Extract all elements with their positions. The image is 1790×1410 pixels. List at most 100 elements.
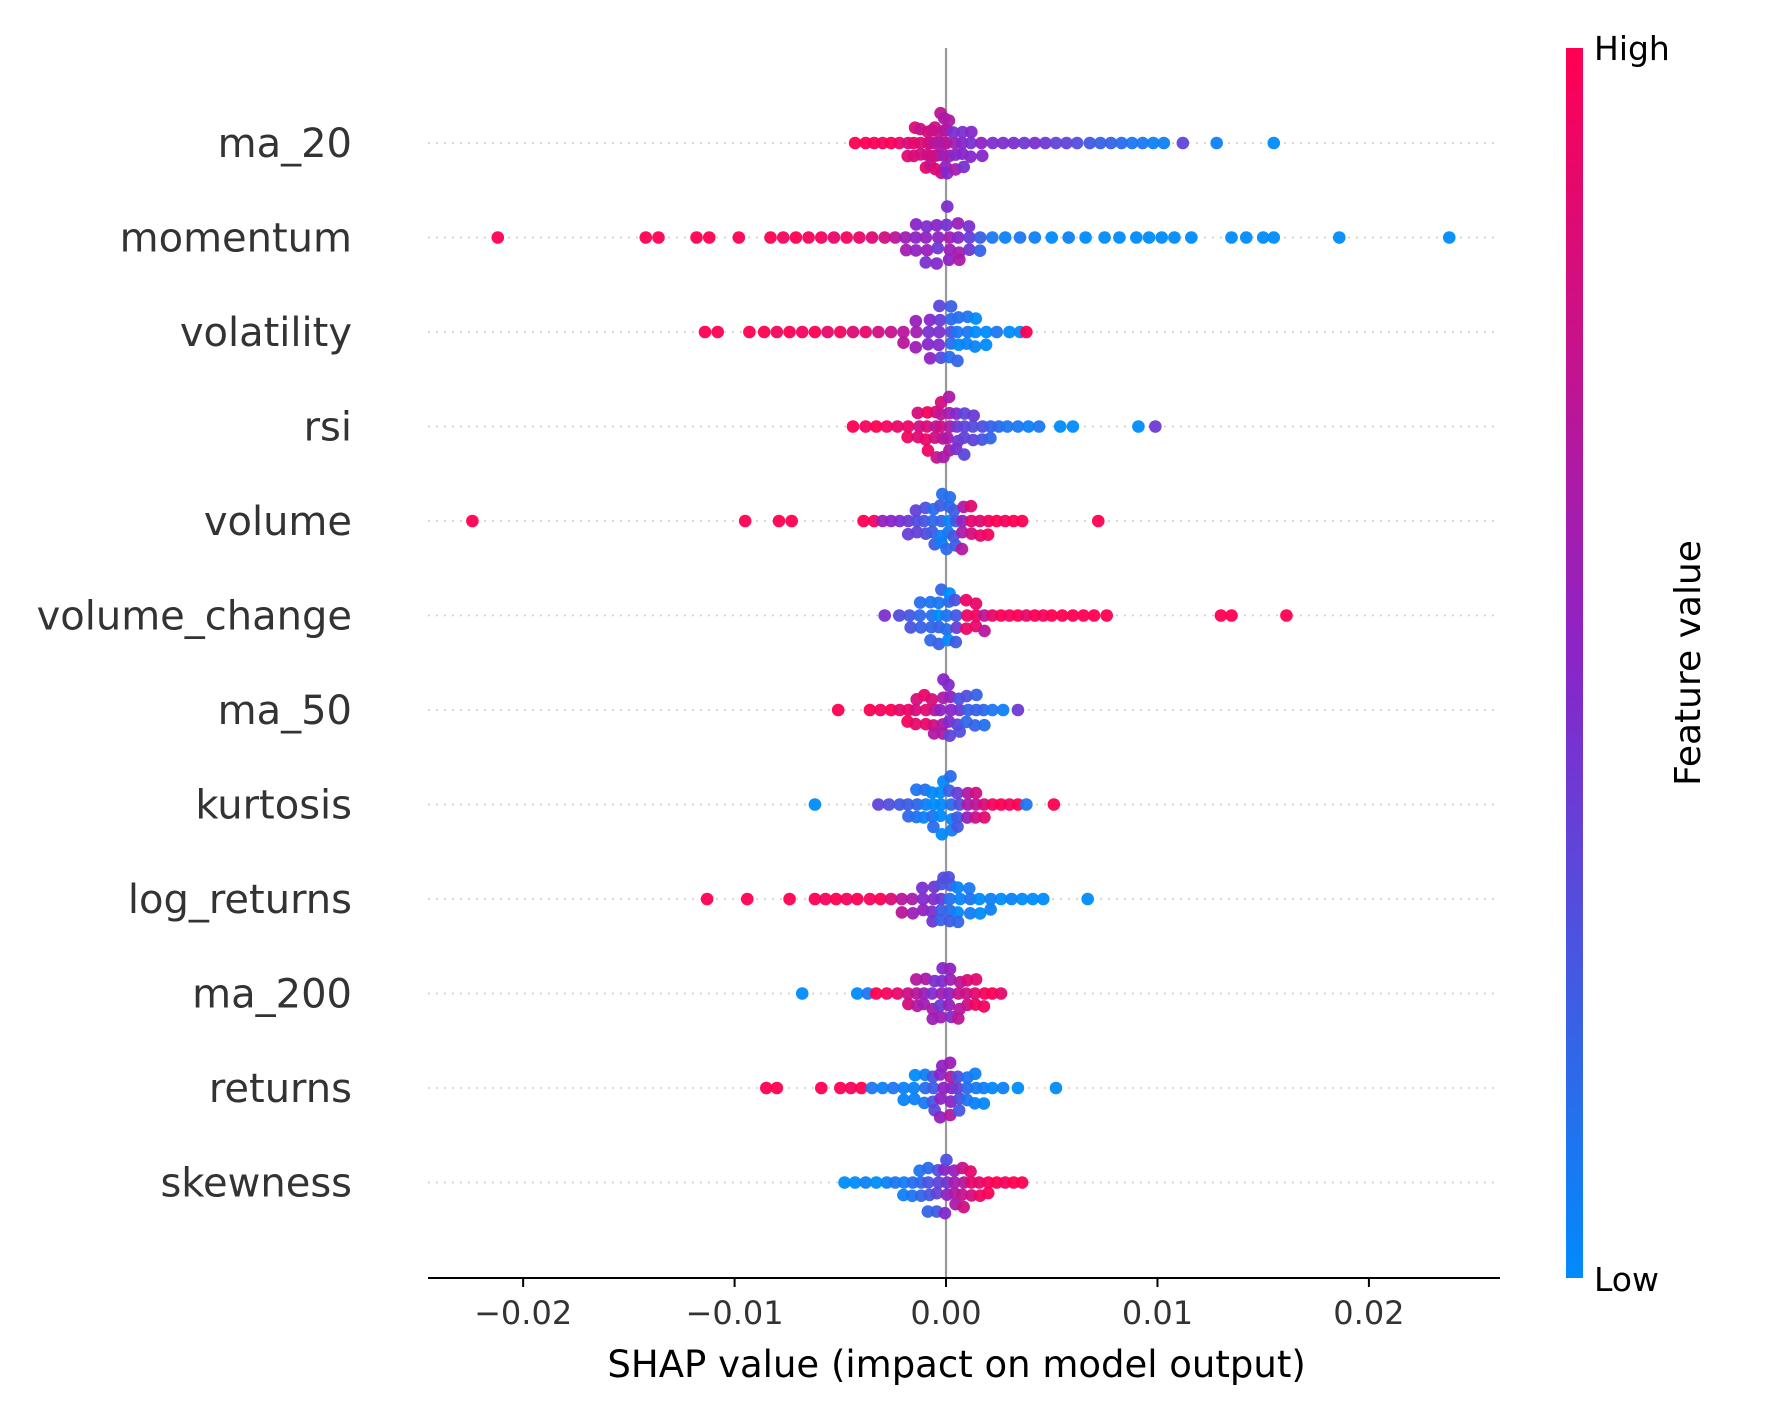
shap-point: [783, 892, 796, 906]
shap-point: [978, 811, 991, 824]
shap-point: [943, 892, 957, 906]
shap-point: [1142, 231, 1156, 244]
shap-point: [814, 1081, 828, 1095]
shap-point: [863, 892, 877, 906]
shap-point: [910, 783, 923, 797]
shap-point: [963, 243, 976, 256]
shap-point: [940, 218, 953, 232]
shap-point: [690, 231, 703, 244]
shap-point: [909, 218, 923, 231]
shap-point: [950, 1081, 964, 1095]
shap-point: [941, 431, 954, 445]
x-tick-label: 0.01: [1122, 1294, 1193, 1332]
shap-point: [944, 300, 958, 313]
shap-point: [909, 504, 923, 517]
shap-point: [895, 906, 909, 919]
shap-point: [933, 313, 947, 327]
shap-point: [1157, 136, 1171, 150]
shap-point: [814, 231, 828, 244]
shap-point: [986, 703, 999, 717]
feature-label: log_returns: [128, 877, 352, 923]
shap-point: [925, 987, 939, 1000]
shap-point: [908, 1092, 921, 1106]
shap-point: [891, 987, 904, 1000]
feature-label: kurtosis: [195, 783, 352, 829]
shap-point: [899, 243, 913, 257]
shap-point: [921, 337, 935, 351]
shap-point: [942, 998, 956, 1012]
shap-point: [1045, 231, 1059, 244]
shap-point: [964, 499, 978, 513]
shap-point: [1005, 892, 1018, 906]
x-axis-title: SHAP value (impact on model output): [607, 1343, 1305, 1386]
x-axis-ticks: −0.02 −0.01 0.00 0.01 0.02: [474, 1278, 1405, 1332]
shap-point: [1015, 892, 1029, 906]
shap-point: [1225, 231, 1238, 244]
shap-point: [942, 678, 955, 692]
series-rsi: [846, 390, 1162, 464]
shap-point: [848, 136, 862, 150]
shap-point: [795, 987, 809, 1000]
shap-point: [969, 325, 982, 339]
shap-point: [934, 420, 947, 433]
shap-point: [975, 136, 988, 150]
feature-label: ma_200: [192, 972, 352, 1018]
shap-point: [846, 325, 860, 339]
shap-point: [927, 820, 940, 834]
shap-point: [840, 892, 853, 906]
shap-point: [857, 514, 870, 528]
shap-point: [955, 1188, 969, 1202]
shap-point: [1036, 892, 1050, 906]
shap-point: [923, 351, 937, 365]
colorbar: High Low Feature value: [1566, 29, 1709, 1299]
shap-point: [776, 231, 790, 244]
shap-point: [855, 1081, 868, 1095]
shap-point: [772, 514, 786, 528]
shap-point: [996, 1081, 1010, 1095]
shap-point: [888, 231, 902, 244]
shap-point: [897, 325, 910, 339]
shap-point: [1125, 136, 1139, 150]
shap-point: [829, 892, 843, 906]
shap-point: [913, 596, 927, 609]
shap-point: [959, 593, 973, 607]
shap-point: [984, 892, 998, 906]
shap-point: [869, 420, 883, 433]
shap-point: [802, 231, 815, 244]
shap-point: [1100, 609, 1114, 622]
shap-point: [850, 987, 864, 1000]
shap-point: [1214, 609, 1228, 622]
shap-point: [895, 892, 909, 906]
shap-point: [1039, 136, 1052, 150]
shap-point: [934, 809, 947, 823]
shap-point: [927, 727, 941, 740]
shap-point: [994, 987, 1008, 1000]
feature-label: ma_20: [218, 121, 352, 167]
shap-point: [865, 231, 879, 244]
shap-point: [952, 1104, 966, 1117]
shap-point: [972, 1176, 986, 1189]
shap-point: [795, 325, 809, 339]
shap-point: [1077, 609, 1090, 622]
shap-point: [872, 798, 885, 811]
shap-point: [905, 1189, 919, 1203]
shap-point: [850, 892, 864, 906]
colorbar-title: Feature value: [1668, 540, 1709, 786]
shap-point: [909, 231, 922, 244]
shap-point: [964, 136, 978, 150]
shap-point: [1176, 136, 1190, 150]
shap-point: [859, 420, 872, 433]
shap-point: [865, 1081, 879, 1095]
shap-point: [1045, 609, 1059, 622]
shap-point: [934, 1010, 948, 1024]
shap-point: [959, 987, 973, 1000]
shap-point: [926, 514, 940, 528]
shap-point: [955, 542, 969, 556]
colorbar-high-label: High: [1594, 29, 1670, 68]
shap-point: [950, 325, 964, 339]
shap-point: [1210, 136, 1223, 150]
shap-point: [962, 882, 976, 895]
shap-point: [893, 514, 906, 528]
shap-point: [994, 892, 1008, 906]
shap-point: [951, 906, 965, 919]
